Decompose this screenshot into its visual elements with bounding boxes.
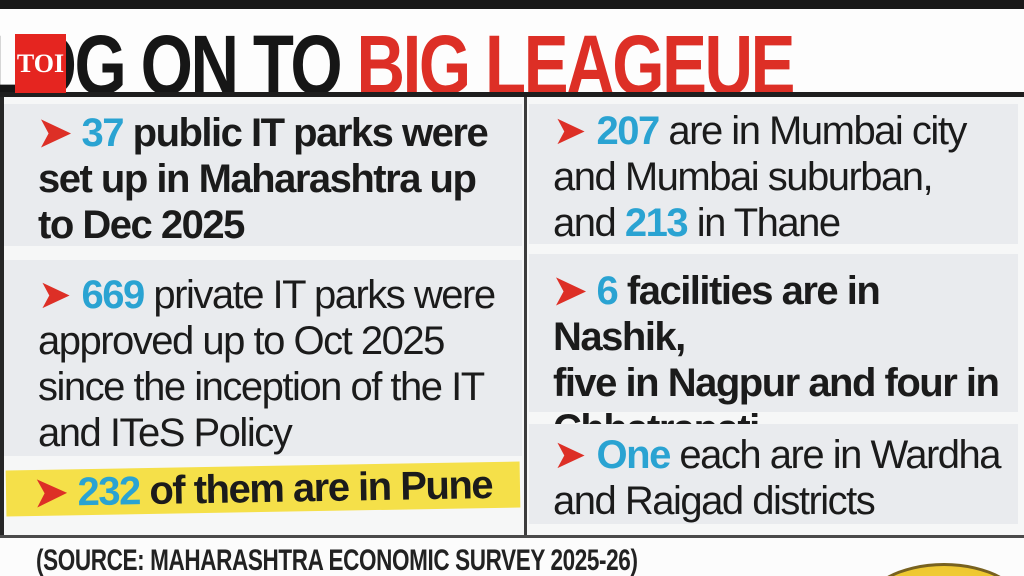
stat-text: public IT parks were set up in Maharasht… xyxy=(38,111,489,247)
source-text: (SOURCE: MAHARASHTRA ECONOMIC SURVEY 202… xyxy=(36,544,638,576)
bullet-arrow-icon: ➤ xyxy=(38,111,72,155)
stat-number: 213 xyxy=(624,201,689,245)
stat-text: each are in Wardha and Raigad districts xyxy=(553,433,1002,523)
bullet-arrow-icon: ➤ xyxy=(38,273,72,317)
bullet-arrow-icon: ➤ xyxy=(553,433,587,477)
fact-panel-public-parks: ➤ 37 public IT parks were set up in Mahar… xyxy=(4,104,522,248)
stat-number: One xyxy=(596,433,672,477)
stat-text: of them are in Pune xyxy=(139,463,493,514)
stat-text: are in Mumbai city and Mumbai suburban, … xyxy=(553,109,967,245)
fact-panel-nashik: ➤ 6 facilities are in Nashik, five in Nag… xyxy=(529,254,1018,497)
stat-number: 232 xyxy=(77,469,141,515)
fact-public-it-parks: ➤ 37 public IT parks were set up in Mahar… xyxy=(4,104,522,248)
fact-panel-private-parks: ➤ 669 private IT parks were approved up t… xyxy=(4,260,522,456)
page-title-red: BIG LEAGEUE xyxy=(356,18,796,112)
header: LOG ON TO BIG LEAGEUE xyxy=(0,9,1024,107)
stat-number: 37 xyxy=(81,111,125,155)
fact-private-it-parks: ➤ 669 private IT parks were approved up t… xyxy=(4,260,522,456)
bullet-arrow-icon: ➤ xyxy=(553,109,587,153)
stat-text: in Thane xyxy=(687,201,841,245)
stat-number: 207 xyxy=(596,109,661,153)
fact-panel-wardha: ➤ One each are in Wardha and Raigad distr… xyxy=(529,424,1018,524)
stat-text: private IT parks were approved up to Oct… xyxy=(38,273,496,455)
column-divider xyxy=(524,97,527,535)
header-divider xyxy=(0,92,1024,97)
top-bar xyxy=(0,0,1024,9)
bullet-arrow-icon: ➤ xyxy=(33,470,68,515)
fact-wardha-raigad: ➤ One each are in Wardha and Raigad distr… xyxy=(529,424,1018,524)
footer-divider xyxy=(0,535,1024,538)
bullet-arrow-icon: ➤ xyxy=(553,269,587,313)
stat-number: 6 xyxy=(596,269,619,313)
toi-logo-text: TOI xyxy=(16,48,65,78)
fact-pune-count: ➤ 232 of them are in Pune xyxy=(6,462,521,516)
highlight-band: ➤ 232 of them are in Pune xyxy=(5,461,521,517)
stat-number: 669 xyxy=(81,273,146,317)
fact-mumbai-thane: ➤ 207 are in Mumbai city and Mumbai subur… xyxy=(529,104,1018,246)
fact-panel-mumbai: ➤ 207 are in Mumbai city and Mumbai subur… xyxy=(529,104,1018,246)
toi-logo: TOI xyxy=(15,34,66,93)
content-left-border xyxy=(0,97,4,535)
source-bar: (SOURCE: MAHARASHTRA ECONOMIC SURVEY 202… xyxy=(0,538,1024,576)
